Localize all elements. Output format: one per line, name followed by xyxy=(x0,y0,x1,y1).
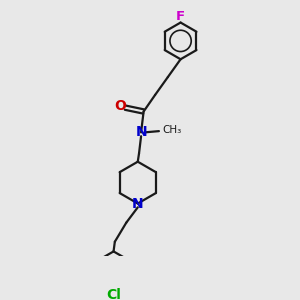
Text: F: F xyxy=(176,10,185,23)
Text: N: N xyxy=(135,125,147,140)
Text: CH₃: CH₃ xyxy=(162,125,182,135)
Text: N: N xyxy=(132,196,144,211)
Text: O: O xyxy=(114,99,126,113)
Text: Cl: Cl xyxy=(106,288,121,300)
